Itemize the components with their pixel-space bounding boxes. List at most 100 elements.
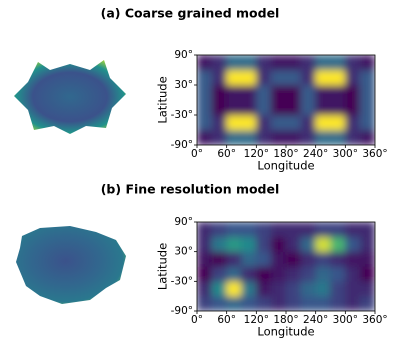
heatmap-cell (315, 251, 331, 267)
heatmap-cell (300, 84, 316, 101)
heatmap-cell (270, 222, 287, 238)
heatmap-cell (211, 55, 227, 71)
y-axis-label: Latitude (156, 76, 170, 123)
heatmap-cell (197, 69, 213, 86)
heatmap-cell (315, 114, 331, 131)
heatmap-cell (359, 266, 375, 282)
heatmap-cell (359, 99, 375, 116)
x-tick-label: 120° (244, 314, 269, 326)
heatmap-cell (330, 236, 346, 252)
heatmap-cell (256, 281, 272, 297)
heatmap-cell (330, 114, 346, 131)
heatmap-cell (226, 236, 242, 252)
heatmap-cell (241, 129, 257, 145)
heatmap-cell (226, 55, 242, 71)
heatmap-cell (211, 99, 227, 116)
y-tick-label: 90° (174, 49, 193, 61)
heatmap-cell (345, 84, 361, 101)
heatmap-cell (359, 222, 375, 238)
heatmap-cell (270, 236, 287, 252)
heatmap-cell (359, 295, 375, 311)
heatmap-cell (211, 84, 227, 101)
heatmap-cell (315, 55, 331, 71)
y-tick-label: -90° (171, 139, 193, 151)
heatmap-cells (197, 222, 375, 311)
heatmap-cell (330, 55, 346, 71)
heatmap-cell (256, 114, 272, 131)
heatmap-cell (315, 295, 331, 311)
heatmap-cell (300, 281, 316, 297)
heatmap-cell (197, 84, 213, 101)
x-tick-label: 240° (303, 314, 328, 326)
heatmap-cell (270, 129, 287, 145)
heatmap-cell (226, 266, 242, 282)
heatmap-cell (315, 129, 331, 145)
y-tick-label: -30° (171, 275, 193, 287)
heatmap-cell (345, 129, 361, 145)
heatmap-cell (270, 69, 287, 86)
heatmap-cell (241, 281, 257, 297)
x-tick-label: 360° (362, 148, 387, 160)
heatmap-cell (270, 295, 287, 311)
heatmap-cell (315, 236, 331, 252)
heatmap-cell (330, 266, 346, 282)
heatmap-cell (330, 295, 346, 311)
heatmap-cell (270, 266, 287, 282)
heatmap-cell (330, 69, 346, 86)
heatmap-cell (256, 295, 272, 311)
x-tick-label: 60° (217, 314, 236, 326)
heatmap-cell (226, 222, 242, 238)
heatmap-cell (359, 114, 375, 131)
heatmap-cell (226, 129, 242, 145)
heatmap-cell (197, 295, 213, 311)
heatmap-cell (315, 222, 331, 238)
heatmap-cell (300, 222, 316, 238)
y-tick-label: -30° (171, 109, 193, 121)
heatmap-cell (211, 222, 227, 238)
heatmap-cell (270, 114, 287, 131)
panel-title: (a) Coarse grained model (101, 6, 280, 21)
heatmap-cell (330, 251, 346, 267)
heatmap (197, 222, 375, 311)
heatmap-cell (226, 281, 242, 297)
heatmap-cell (241, 251, 257, 267)
heatmap-cell (197, 266, 213, 282)
heatmap-cell (211, 295, 227, 311)
heatmap-cell (211, 266, 227, 282)
heatmap-cell (345, 281, 361, 297)
heatmap-cell (315, 69, 331, 86)
heatmap-cell (300, 266, 316, 282)
heatmap-cell (285, 55, 302, 71)
heatmap-cell (300, 55, 316, 71)
heatmap-cell (285, 236, 302, 252)
x-tick-label: 300° (333, 148, 358, 160)
heatmap-cell (359, 84, 375, 101)
heatmap-cell (211, 129, 227, 145)
heatmap-cell (270, 251, 287, 267)
heatmap-cell (285, 84, 302, 101)
heatmap-cell (197, 222, 213, 238)
y-tick-label: 30° (174, 79, 193, 91)
heatmap-cell (345, 69, 361, 86)
heatmap-cell (226, 84, 242, 101)
heatmap-cell (197, 114, 213, 131)
heatmap-cell (300, 251, 316, 267)
heatmap-cell (256, 251, 272, 267)
y-tick-label: 90° (174, 216, 193, 228)
heatmap-cell (256, 69, 272, 86)
heatmap-cell (330, 222, 346, 238)
heatmap-cell (285, 222, 302, 238)
heatmap-cell (226, 251, 242, 267)
x-tick-label: 180° (273, 148, 298, 160)
heatmap-cell (226, 114, 242, 131)
heatmap-cell (241, 114, 257, 131)
heatmap-cell (256, 55, 272, 71)
heatmap-cell (315, 281, 331, 297)
heatmap-cell (345, 251, 361, 267)
heatmap-cell (197, 55, 213, 71)
heatmap-cell (285, 266, 302, 282)
x-tick-label: 360° (362, 314, 387, 326)
heatmap-cell (359, 281, 375, 297)
heatmap-cell (211, 251, 227, 267)
heatmap-cell (300, 99, 316, 116)
